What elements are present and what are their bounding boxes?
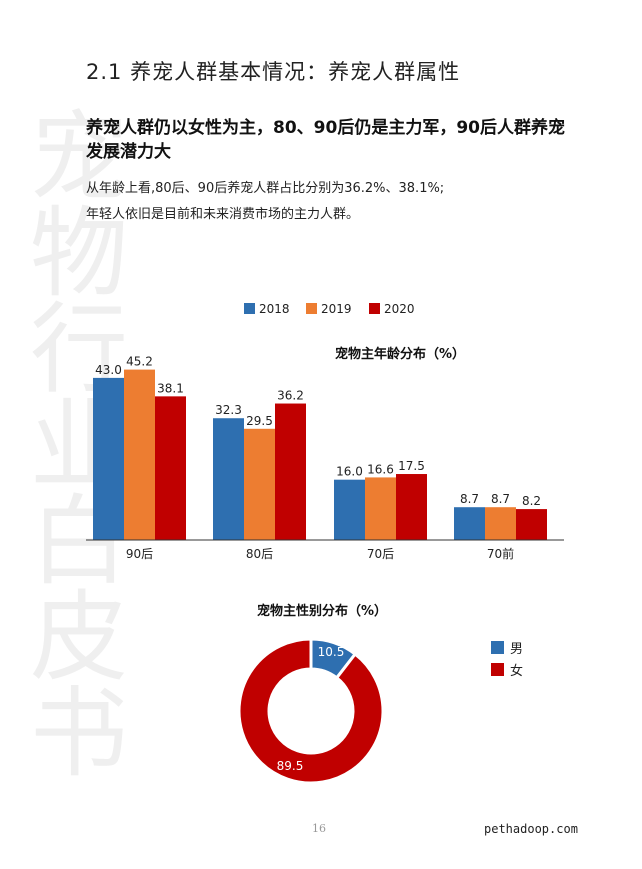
x-tick-label-80后: 80后	[246, 547, 273, 561]
x-tick-label-70后: 70后	[367, 547, 394, 561]
pie-chart-title: 宠物主性别分布（%）	[257, 603, 387, 619]
watermark-char: 皮	[30, 581, 129, 695]
bar-70后-2020	[396, 474, 427, 540]
legend-swatch-2020	[369, 303, 380, 314]
legend-label-2020: 2020	[384, 302, 415, 316]
bar-data-label: 36.2	[277, 389, 304, 403]
page-number: 16	[312, 822, 326, 835]
legend-label-2018: 2018	[259, 302, 290, 316]
bar-data-label: 45.2	[126, 355, 153, 369]
bar-80后-2020	[275, 403, 306, 540]
donut-data-label: 10.5	[318, 645, 345, 659]
bar-data-label: 8.7	[460, 492, 479, 506]
bar-data-label: 8.2	[522, 494, 541, 508]
section-title: 2.1 养宠人群基本情况：养宠人群属性	[86, 60, 461, 84]
watermark-char: 宠	[30, 101, 129, 215]
bar-90后-2020	[155, 396, 186, 540]
legend-swatch-2019	[306, 303, 317, 314]
donut-data-label: 89.5	[277, 759, 304, 773]
body-line: 年轻人依旧是目前和未来消费市场的主力人群。	[86, 207, 360, 222]
bar-70前-2020	[516, 509, 547, 540]
headline: 养宠人群仍以女性为主，80、90后仍是主力军，90后人群养宠发展潜力大	[86, 118, 565, 162]
watermark-char: 物	[30, 197, 129, 311]
bar-data-label: 16.6	[367, 462, 394, 476]
bar-70前-2018	[454, 507, 485, 540]
x-tick-label-70前: 70前	[487, 546, 514, 561]
x-tick-label-90后: 90后	[126, 547, 153, 561]
age-bar-chart: 2018 2019 2020 宠物主年龄分布（%） 43.0 45.2 38.1 90后 32.…	[86, 302, 564, 561]
bar-data-label: 16.0	[336, 465, 363, 479]
legend-label-2019: 2019	[321, 302, 352, 316]
bar-90后-2019	[124, 369, 155, 540]
bar-90后-2018	[93, 377, 124, 540]
pie-legend-label-男: 男	[510, 642, 523, 657]
pie-legend-label-女: 女	[510, 663, 523, 679]
bar-data-label: 8.7	[491, 492, 510, 506]
bar-chart-title: 宠物主年龄分布（%）	[335, 346, 465, 362]
bar-70前-2019	[485, 507, 516, 540]
body-text: 从年龄上看,80后、90后养宠人群占比分别为36.2%、38.1%; 年轻人依旧…	[86, 176, 586, 228]
gender-donut-chart: 宠物主性别分布（%） 10.5 89.5 男女	[237, 603, 523, 785]
bar-data-label: 43.0	[95, 363, 122, 377]
legend-swatch-2018	[244, 303, 255, 314]
bar-70后-2018	[334, 479, 365, 540]
watermark-char: 书	[30, 677, 129, 791]
pie-legend-swatch-女	[491, 663, 504, 676]
bar-data-label: 17.5	[398, 459, 425, 473]
bar-data-label: 32.3	[215, 403, 242, 417]
bar-80后-2018	[213, 418, 244, 540]
bar-70后-2019	[365, 477, 396, 540]
body-line: 从年龄上看,80后、90后养宠人群占比分别为36.2%、38.1%;	[86, 181, 445, 196]
bar-data-label: 38.1	[157, 381, 184, 395]
pie-legend-swatch-男	[491, 641, 504, 654]
site-url: pethadoop.com	[484, 822, 578, 836]
bar-80后-2019	[244, 428, 275, 540]
bar-data-label: 29.5	[246, 414, 273, 428]
donut-slice-女	[237, 637, 385, 785]
